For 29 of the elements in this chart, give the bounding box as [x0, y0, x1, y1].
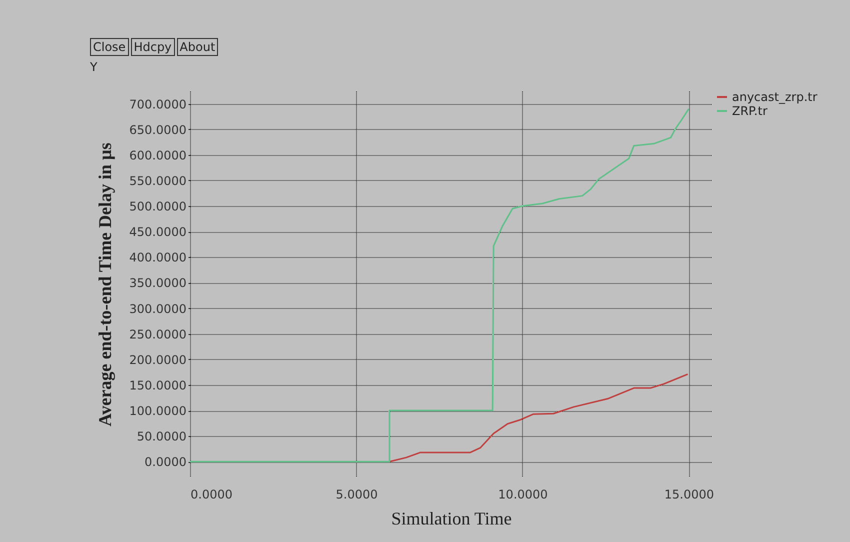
y-tick-label: 500.0000 [129, 200, 186, 214]
y-tick-label: 550.0000 [129, 174, 186, 188]
y-axis-title: Average end-to-end Time Delay in µs [95, 142, 116, 426]
legend-label: anycast_zrp.tr [732, 90, 818, 104]
line-series [388, 373, 688, 462]
x-axis-title: Simulation Time [391, 508, 512, 528]
legend-label: ZRP.tr [732, 104, 768, 118]
y-tick-label: 400.0000 [129, 250, 186, 265]
y-tick-label: 50.0000 [136, 430, 186, 444]
y-tick-label: 600.0000 [129, 148, 186, 162]
text: Close [90, 38, 129, 56]
y-tick-label: 700.0000 [129, 97, 186, 112]
y-tick-label: 150.0000 [129, 378, 186, 392]
x-tick-label: 5.0000 [336, 488, 378, 502]
y-tick-label: 650.0000 [129, 122, 186, 137]
y-tick-label: 250.0000 [129, 327, 186, 342]
x-tick-label: 0.0000 [190, 488, 232, 502]
y-tick-label: 100.0000 [129, 404, 186, 418]
y-tick-label: 450.0000 [129, 225, 186, 240]
text: Hdcpy [130, 38, 175, 56]
x-tick-label: 15.0000 [664, 488, 714, 502]
text: Y [90, 60, 98, 74]
x-tick-label: 10.0000 [498, 488, 548, 502]
y-tick-label: 200.0000 [129, 352, 186, 367]
y-tick-label: 350.0000 [129, 276, 186, 290]
y-tick-label: 300.0000 [129, 302, 186, 316]
text: About [176, 38, 218, 56]
y-tick-label: 0.0000 [144, 455, 186, 470]
line-series [190, 108, 690, 462]
